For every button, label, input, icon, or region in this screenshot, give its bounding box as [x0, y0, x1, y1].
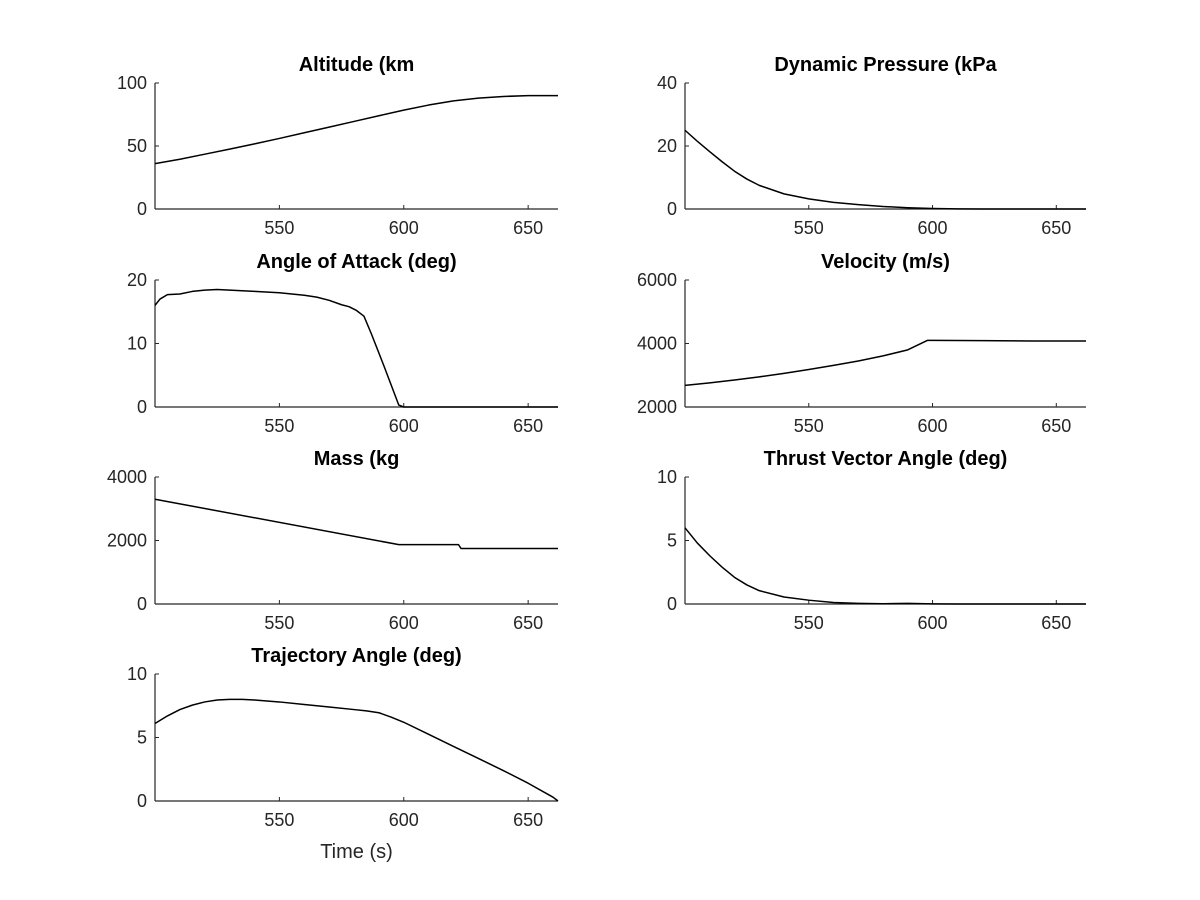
mass-kg-title: Mass (kg [314, 448, 400, 470]
angle-of-attack-deg-y-tick-label: 10 [127, 334, 147, 354]
mass-kg-y-tick-label: 4000 [107, 467, 147, 487]
angle-of-attack-deg-y-tick-label: 0 [137, 397, 147, 417]
thrust-vector-angle-deg-subplot: Thrust Vector Angle (deg) 0 5 10 550 600 650 [657, 448, 1086, 633]
thrust-vector-angle-deg-y-tick-label: 5 [667, 531, 677, 551]
altitude-km-x-tick-label: 550 [264, 218, 294, 238]
trajectory-angle-deg-x-tick-label: 600 [389, 810, 419, 830]
altitude-km-y-tick-label: 50 [127, 136, 147, 156]
velocity-m-s-y-tick-label: 2000 [637, 397, 677, 417]
altitude-km-y-tick-label: 0 [137, 199, 147, 219]
trajectory-angle-deg-x-label: Time (s) [320, 841, 393, 863]
mass-kg-subplot: Mass (kg 0 2000 4000 550 600 650 [107, 448, 558, 633]
dynamic-pressure-kpa-y-tick-label: 40 [657, 73, 677, 93]
angle-of-attack-deg-x-tick-label: 600 [389, 416, 419, 436]
altitude-km-subplot: Altitude (km 0 50 100 550 600 650 [117, 54, 558, 238]
angle-of-attack-deg-subplot: Angle of Attack (deg) 0 10 20 550 600 650 [127, 251, 558, 436]
trajectory-angle-deg-title: Trajectory Angle (deg) [251, 645, 461, 667]
mass-kg-y-tick-label: 2000 [107, 531, 147, 551]
dynamic-pressure-kpa-x-tick-label: 550 [794, 218, 824, 238]
thrust-vector-angle-deg-x-tick-label: 600 [918, 613, 948, 633]
altitude-km-series-line [154, 94, 558, 165]
dynamic-pressure-kpa-series-line [684, 129, 1086, 210]
angle-of-attack-deg-x-tick-label: 650 [513, 416, 543, 436]
thrust-vector-angle-deg-x-tick-label: 650 [1041, 613, 1071, 633]
mass-kg-x-tick-label: 650 [513, 613, 543, 633]
trajectory-angle-deg-x-tick-label: 650 [513, 810, 543, 830]
dynamic-pressure-kpa-x-tick-label: 650 [1041, 218, 1071, 238]
mass-kg-x-tick-label: 600 [389, 613, 419, 633]
angle-of-attack-deg-y-tick-label: 20 [127, 270, 147, 290]
altitude-km-x-tick-label: 650 [513, 218, 543, 238]
trajectory-angle-deg-y-tick-label: 10 [127, 664, 147, 684]
velocity-m-s-series-line [684, 339, 1086, 387]
velocity-m-s-title: Velocity (m/s) [821, 251, 950, 273]
angle-of-attack-deg-title: Angle of Attack (deg) [256, 251, 456, 273]
mass-kg-x-tick-label: 550 [264, 613, 294, 633]
altitude-km-y-tick-label: 100 [117, 73, 147, 93]
dynamic-pressure-kpa-y-tick-label: 20 [657, 136, 677, 156]
thrust-vector-angle-deg-y-tick-label: 0 [667, 594, 677, 614]
velocity-m-s-subplot: Velocity (m/s) 2000 4000 6000 550 600 650 [637, 251, 1086, 436]
altitude-km-title: Altitude (km [299, 54, 415, 76]
trajectory-angle-deg-x-tick-label: 550 [264, 810, 294, 830]
dynamic-pressure-kpa-x-tick-label: 600 [918, 218, 948, 238]
mass-kg-y-tick-label: 0 [137, 594, 147, 614]
thrust-vector-angle-deg-title: Thrust Vector Angle (deg) [764, 448, 1008, 470]
mass-kg-series-line [154, 498, 558, 550]
thrust-vector-angle-deg-x-tick-label: 550 [794, 613, 824, 633]
dynamic-pressure-kpa-y-tick-label: 0 [667, 199, 677, 219]
angle-of-attack-deg-series-line [154, 288, 558, 408]
trajectory-angle-deg-y-tick-label: 0 [137, 791, 147, 811]
thrust-vector-angle-deg-series-line [684, 527, 1086, 605]
velocity-m-s-y-tick-label: 6000 [637, 270, 677, 290]
angle-of-attack-deg-x-tick-label: 550 [264, 416, 294, 436]
thrust-vector-angle-deg-y-tick-label: 10 [657, 467, 677, 487]
altitude-km-x-tick-label: 600 [389, 218, 419, 238]
trajectory-angle-deg-series-line [154, 698, 559, 802]
trajectory-angle-deg-y-tick-label: 5 [137, 728, 147, 748]
velocity-m-s-x-tick-label: 550 [794, 416, 824, 436]
trajectory-angle-deg-subplot: Trajectory Angle (deg) 0 5 10 550 600 650 Time … [127, 645, 559, 863]
dynamic-pressure-kpa-title: Dynamic Pressure (kPa [774, 54, 997, 76]
velocity-m-s-x-tick-label: 650 [1041, 416, 1071, 436]
velocity-m-s-y-tick-label: 4000 [637, 334, 677, 354]
velocity-m-s-x-tick-label: 600 [918, 416, 948, 436]
dynamic-pressure-kpa-subplot: Dynamic Pressure (kPa 0 20 40 550 600 650 [657, 54, 1086, 238]
